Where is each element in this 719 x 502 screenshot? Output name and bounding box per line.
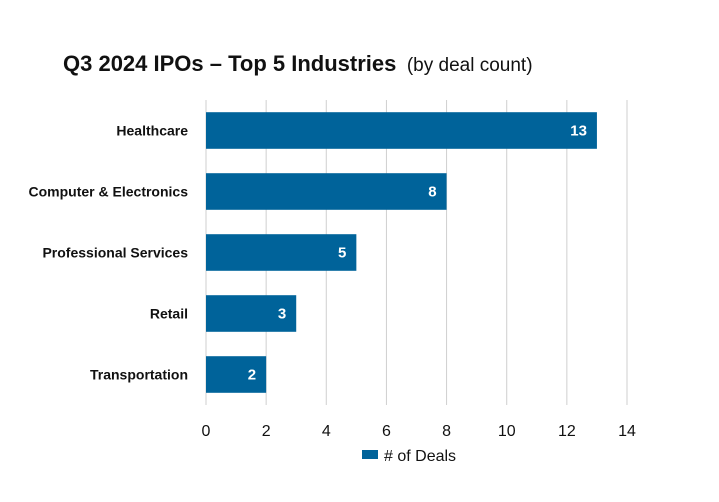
data-label: 3	[278, 306, 286, 323]
category-label: Professional Services	[42, 245, 188, 261]
x-tick-label: 14	[618, 423, 636, 440]
bar	[206, 234, 357, 271]
category-label: Computer & Electronics	[29, 184, 189, 200]
category-label: Healthcare	[116, 123, 188, 139]
data-label: 13	[570, 123, 587, 140]
x-tick-label: 10	[498, 423, 516, 440]
bar	[206, 112, 597, 149]
legend-swatch	[362, 450, 378, 459]
chart-subtitle: (by deal count)	[407, 55, 533, 76]
x-tick-label: 0	[202, 423, 211, 440]
x-tick-label: 4	[322, 423, 331, 440]
data-label: 8	[428, 184, 436, 201]
category-label: Transportation	[90, 367, 188, 383]
category-labels: Healthcare Computer & Electronics Professi…	[29, 123, 189, 383]
bar	[206, 173, 447, 210]
x-tick-label: 8	[442, 423, 451, 440]
x-tick-label: 6	[382, 423, 391, 440]
legend-label: # of Deals	[384, 448, 456, 465]
chart-title: Q3 2024 IPOs – Top 5 Industries (by deal…	[63, 51, 533, 76]
data-label: 2	[248, 367, 256, 384]
x-axis-ticks: 0 2 4 6 8 10 12 14	[202, 423, 636, 440]
x-tick-label: 2	[262, 423, 271, 440]
category-label: Retail	[150, 306, 188, 322]
bars: 13 8 5 3 2	[206, 112, 597, 393]
bar	[206, 295, 297, 332]
x-tick-label: 12	[558, 423, 576, 440]
data-label: 5	[338, 245, 346, 262]
bar	[206, 356, 267, 393]
chart-title-main: Q3 2024 IPOs – Top 5 Industries	[63, 51, 396, 76]
legend: # of Deals	[362, 448, 456, 465]
